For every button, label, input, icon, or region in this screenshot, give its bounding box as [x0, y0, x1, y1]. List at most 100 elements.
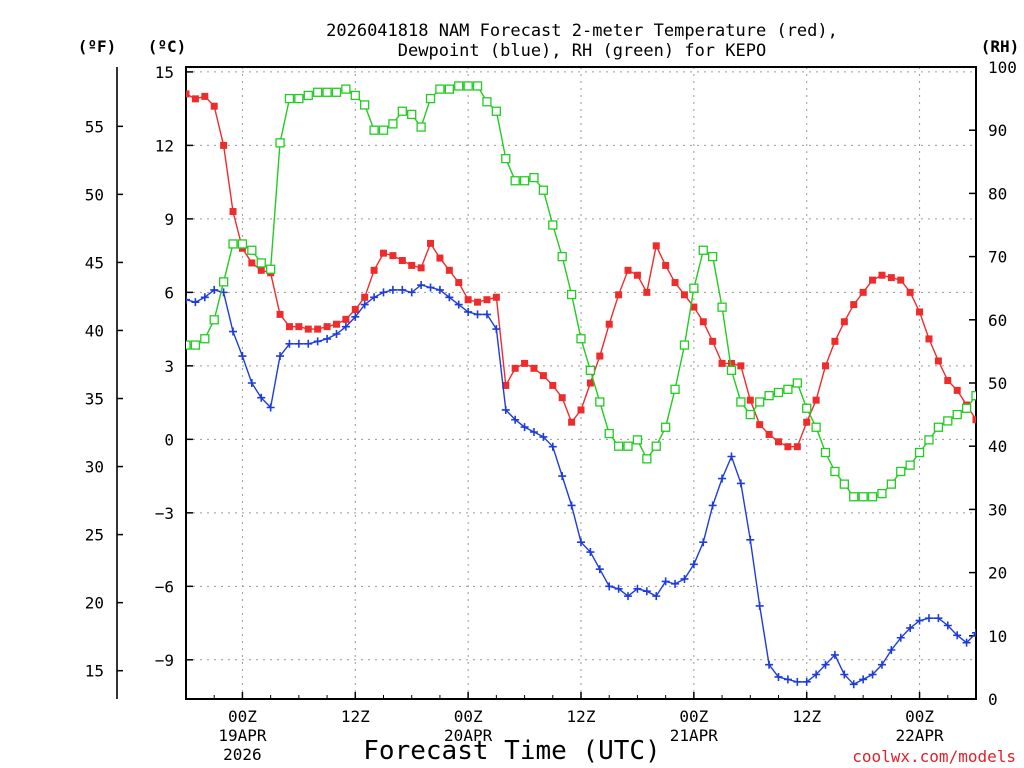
data-point [652, 242, 660, 250]
data-point [285, 339, 294, 348]
data-point [266, 403, 275, 412]
data-point [756, 421, 764, 429]
data-point [605, 582, 614, 591]
data-point [812, 670, 821, 679]
data-point [567, 501, 576, 510]
c-tick-label: 9 [164, 210, 174, 229]
x-date-label: 19APR [218, 726, 267, 745]
data-point [689, 560, 698, 569]
rh-tick-label: 90 [988, 121, 1007, 140]
data-point [661, 577, 670, 586]
data-point [436, 254, 444, 262]
data-point [314, 325, 322, 333]
data-point [538, 185, 549, 195]
x-date-label: 21APR [670, 726, 719, 745]
data-point [474, 298, 482, 306]
c-tick-label: 0 [164, 430, 174, 449]
data-point [427, 239, 435, 247]
data-point [491, 106, 502, 116]
data-point [426, 283, 435, 292]
data-point [896, 466, 906, 477]
data-point [709, 337, 717, 345]
data-point [511, 415, 520, 424]
rh-tick-label: 20 [988, 564, 1007, 583]
data-point [934, 614, 943, 623]
series-0 [186, 90, 976, 451]
f-tick-label: 50 [85, 185, 104, 204]
data-point [201, 92, 209, 100]
data-point [257, 266, 265, 274]
data-point [811, 422, 821, 432]
data-point [238, 352, 247, 361]
data-point [0, 376, 8, 384]
series-layer [0, 81, 976, 689]
data-point [717, 302, 727, 312]
data-point [914, 447, 925, 458]
data-point [812, 396, 820, 404]
data-point [210, 102, 218, 110]
data-point [341, 322, 350, 331]
data-point [821, 660, 830, 669]
data-point [679, 340, 690, 350]
data-point [370, 293, 379, 302]
data-point [699, 538, 708, 547]
rh-tick-label: 40 [988, 437, 1007, 456]
data-point [529, 172, 539, 183]
data-point [585, 365, 596, 376]
data-point [0, 366, 8, 374]
data-point [727, 452, 736, 461]
data-point [765, 430, 773, 438]
data-point [331, 87, 342, 97]
data-point [186, 340, 191, 350]
c-tick-label: −9 [155, 651, 174, 670]
data-point [820, 447, 831, 458]
chart-title-line-2: Dewpoint (blue), RH (green) for KEPO [398, 41, 766, 61]
data-point [699, 318, 707, 326]
data-point [660, 422, 671, 432]
data-point [519, 176, 530, 186]
data-point [773, 387, 784, 398]
data-point [351, 306, 359, 314]
data-point [210, 285, 219, 294]
data-point [445, 266, 453, 274]
series-2 [0, 81, 976, 502]
data-point [905, 460, 915, 470]
data-point [972, 628, 976, 637]
data-point [454, 300, 463, 309]
data-point [906, 288, 914, 296]
data-point [642, 587, 651, 596]
data-point [877, 660, 886, 669]
data-point [887, 274, 895, 282]
data-point [868, 670, 877, 679]
data-point [615, 291, 623, 299]
data-point [878, 271, 886, 279]
f-tick-label: 40 [85, 321, 104, 340]
data-point [557, 251, 567, 262]
data-point [220, 141, 228, 149]
data-point [482, 97, 492, 107]
data-point [689, 283, 699, 293]
rh-tick-label: 50 [988, 374, 1007, 393]
data-point [869, 276, 877, 284]
data-point [764, 390, 774, 401]
data-point [257, 393, 266, 402]
data-point [774, 672, 783, 681]
series-line [186, 284, 976, 686]
x-date-label: 20APR [444, 726, 493, 745]
data-point [576, 334, 586, 344]
data-point [680, 291, 688, 299]
x-tick-label: 12Z [341, 707, 370, 726]
data-point [887, 646, 896, 655]
data-point [303, 90, 313, 101]
data-point [802, 677, 811, 686]
c-tick-label: −3 [155, 504, 174, 523]
data-point [595, 397, 605, 407]
data-point [662, 261, 670, 269]
data-point [530, 364, 538, 372]
data-point [595, 565, 604, 574]
data-point [323, 334, 332, 343]
data-point [285, 323, 293, 331]
data-point [623, 441, 633, 451]
data-point [633, 584, 642, 593]
data-point [830, 650, 839, 659]
